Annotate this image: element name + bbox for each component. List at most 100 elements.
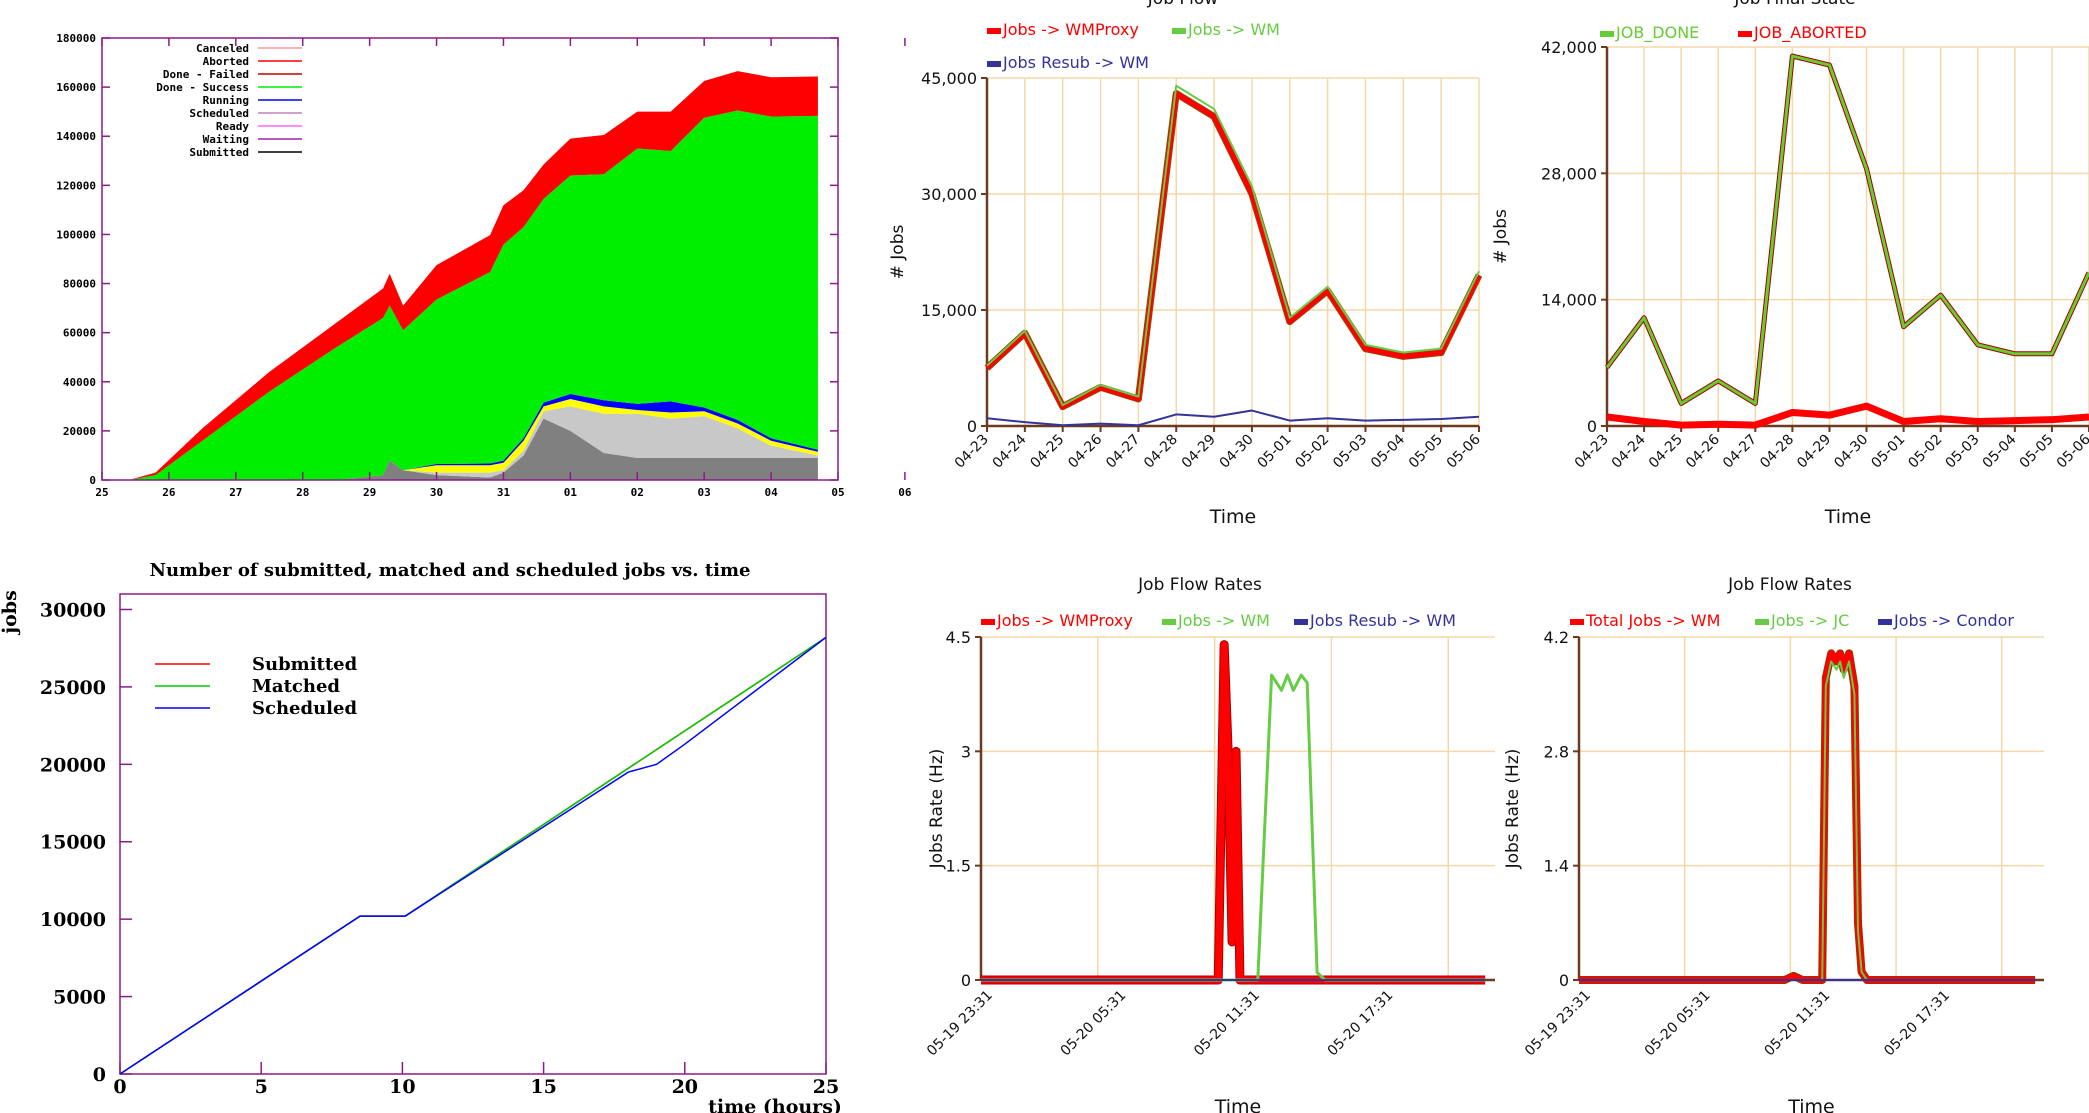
legend-swatch [1878, 619, 1892, 625]
x-tick-label: 10 [389, 1076, 415, 1098]
chart-title: Number of submitted, matched and schedul… [150, 560, 751, 581]
jobflow-chart: 015,00030,00045,00004-2304-2404-2504-260… [888, 0, 1484, 528]
x-tick-label: 05-04 [1368, 431, 1408, 471]
x-axis-label: Time [1209, 506, 1257, 528]
y-tick-label: 0 [89, 474, 96, 487]
x-tick-label: 04-29 [1794, 432, 1834, 472]
legend-swatch [1172, 28, 1186, 34]
legend-swatch [1738, 31, 1752, 37]
series-line-scheduled [119, 636, 827, 1075]
chart-title: Job Final State [1733, 0, 1855, 9]
series-line-jobs-wmproxy [981, 641, 1486, 984]
y-tick-label: 4.2 [1544, 628, 1569, 647]
legend-swatch [981, 619, 995, 625]
series-line-job-done [1605, 54, 2089, 405]
x-tick-label: 05-02 [1292, 432, 1332, 472]
y-axis-label: Jobs Rate (Hz) [927, 749, 947, 870]
x-axis-label: Time [1824, 506, 1872, 528]
chart-title: Job Flow Rates [1727, 575, 1852, 595]
legend-label: Jobs -> WM [1177, 611, 1270, 630]
y-tick-label: 4.5 [946, 628, 971, 647]
x-tick-label: 04-23 [952, 432, 992, 472]
legend-label: Scheduled [252, 698, 357, 719]
legend-label: Scheduled [189, 107, 249, 120]
y-tick-label: 120000 [56, 179, 96, 192]
legend-swatch [1755, 619, 1769, 625]
y-tick-label: 30,000 [921, 185, 977, 204]
y-tick-label: 20000 [40, 754, 106, 776]
x-tick-label: 04-24 [1609, 431, 1649, 471]
y-tick-label: 0 [1559, 971, 1569, 990]
x-axis-label: time (hours) [708, 1096, 842, 1113]
series-line-jobs-wm [981, 673, 1486, 982]
x-tick-label: 04-29 [1179, 432, 1219, 472]
x-tick-label: 04-25 [1646, 432, 1686, 472]
x-tick-label: 20 [672, 1076, 698, 1098]
y-tick-label: 0 [93, 1064, 106, 1086]
rates1-chart: 0 1.5 3 4.5 05-19 23:31 05-20 05:31 05-20 11:3… [924, 575, 1495, 1113]
x-tick-label: 04-28 [1757, 432, 1797, 472]
x-tick-label: 04-26 [1683, 431, 1723, 471]
y-tick-label: 25000 [40, 677, 106, 699]
legend-label: Ready [216, 120, 249, 133]
series-outline [984, 89, 1483, 411]
cumulative-jobs-chart: 0 5000 10000 15000 20000 25000 30000 0 5 10 15 20 25… [0, 560, 842, 1113]
y-tick-label: 1.5 [946, 857, 971, 876]
y-tick-label: 1.4 [1544, 857, 1569, 876]
series-outline [1579, 649, 2036, 984]
rates2-chart: 0 1.4 2.8 4.2 05-19 23:31 05-20 05:31 05-20 11… [1503, 575, 2044, 1113]
x-axis-label: Time [1214, 1096, 1262, 1113]
y-tick-label: 3 [961, 742, 971, 761]
legend-swatch [1570, 619, 1584, 625]
x-tick-label: 05-05 [1406, 432, 1446, 472]
x-tick-label: 31 [497, 486, 511, 499]
series-outline [1604, 53, 2089, 406]
legend-label: Waiting [203, 133, 249, 146]
x-tick-label: 05-06 [1444, 431, 1484, 471]
y-tick-label: 2.8 [1544, 742, 1569, 761]
stacked-area-chart: 0 20000 40000 60000 80000 100000 120000 140000 1… [56, 32, 912, 499]
x-tick-label: 29 [363, 486, 376, 499]
legend-label: Matched [252, 676, 340, 697]
area-band-light-gray [128, 406, 818, 480]
x-tick-label: 01 [564, 486, 578, 499]
y-tick-label: 0 [1587, 417, 1597, 436]
x-tick-label: 06 [898, 486, 912, 499]
y-axis-label: # Jobs [1491, 209, 1511, 264]
legend-label: Jobs -> JC [1770, 611, 1849, 630]
legend-label: Aborted [203, 55, 249, 68]
chart-title: Job Flow Rates [1137, 575, 1262, 595]
x-tick-label: 04-25 [1027, 432, 1067, 472]
x-tick-label: 05-03 [1330, 432, 1370, 472]
legend-swatch [1600, 31, 1614, 37]
y-tick-label: 42,000 [1541, 38, 1597, 57]
y-tick-label: 15000 [40, 832, 106, 854]
x-axis-label: Time [1787, 1096, 1835, 1113]
legend-swatch [1294, 619, 1308, 625]
x-tick-label: 04-30 [1831, 432, 1871, 472]
chart-title: Job Flow [1147, 0, 1219, 9]
y-tick-label: 40000 [63, 376, 96, 389]
x-tick-label: 04-27 [1720, 432, 1760, 472]
y-tick-label: 30000 [40, 599, 106, 621]
series-line-jobs-wmproxy [985, 90, 1482, 410]
legend-swatch [987, 28, 1001, 34]
x-tick-label: 27 [229, 486, 242, 499]
x-tick-label: 30 [430, 486, 443, 499]
x-tick-label: 25 [95, 486, 108, 499]
legend-label: Done - Success [156, 81, 249, 94]
x-tick-label: 04-26 [1065, 431, 1105, 471]
x-tick-label: 05-20 17:31 [1325, 988, 1397, 1060]
x-tick-label: 05-04 [1980, 431, 2020, 471]
x-tick-label: 05-06 [2054, 431, 2089, 471]
x-tick-label: 05 [831, 486, 844, 499]
legend-swatch [987, 61, 1001, 67]
y-tick-label: 0 [967, 417, 977, 436]
legend-label: Submitted [252, 654, 358, 675]
area-band-aborted [128, 71, 818, 481]
legend-label: Running [203, 94, 249, 107]
x-tick-label: 04 [764, 486, 778, 499]
x-tick-label: 5 [255, 1076, 268, 1098]
x-tick-label: 05-05 [2017, 432, 2057, 472]
y-tick-label: 140000 [56, 130, 96, 143]
